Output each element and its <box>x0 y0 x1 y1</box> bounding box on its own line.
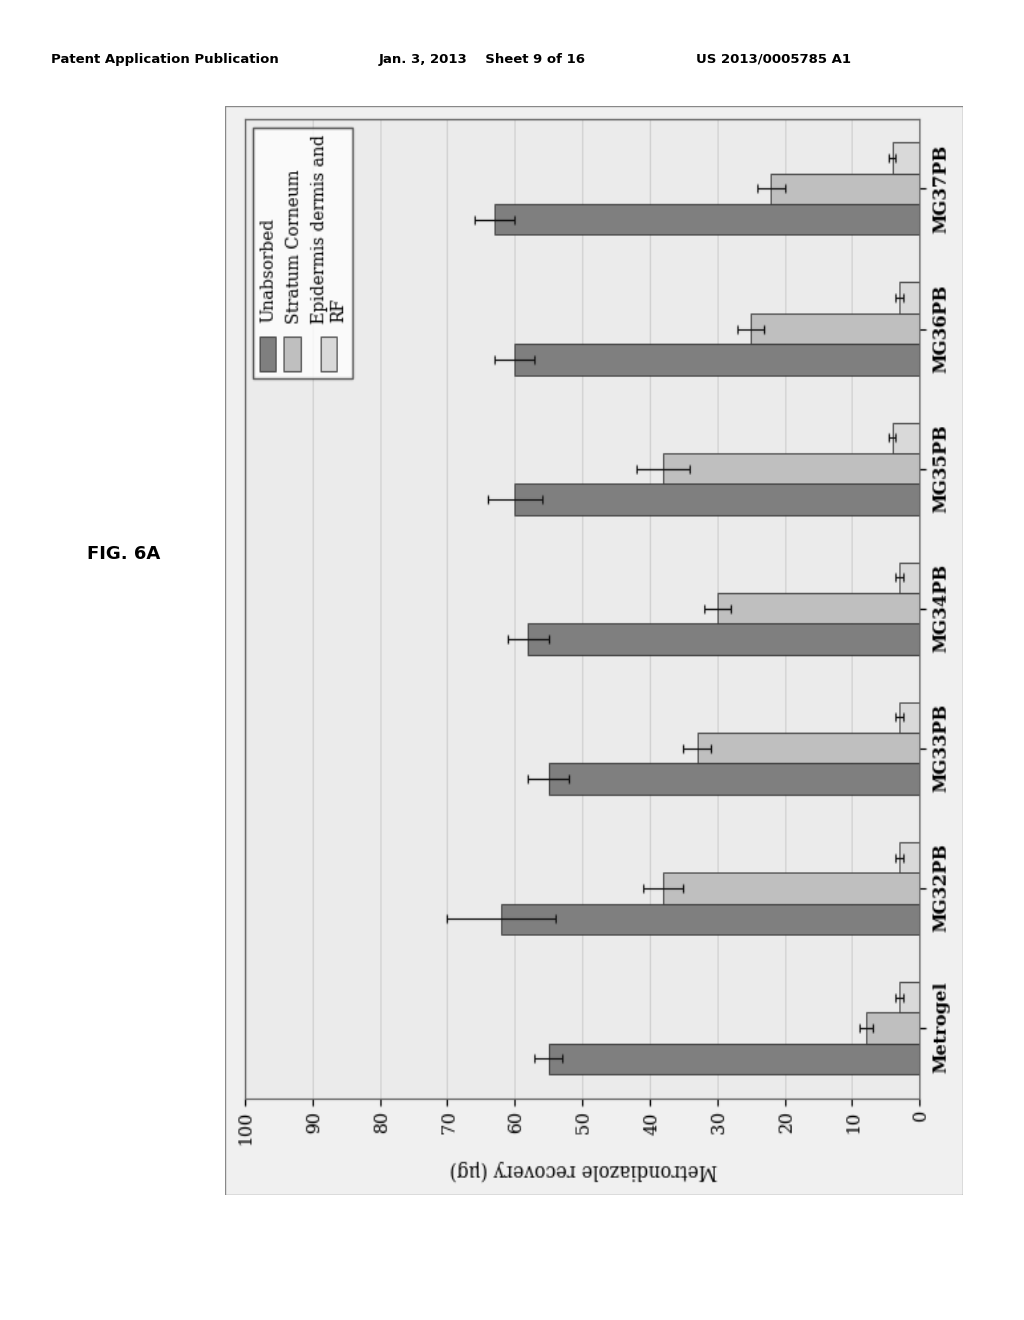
Text: Patent Application Publication: Patent Application Publication <box>51 53 279 66</box>
Text: Jan. 3, 2013    Sheet 9 of 16: Jan. 3, 2013 Sheet 9 of 16 <box>379 53 586 66</box>
Text: US 2013/0005785 A1: US 2013/0005785 A1 <box>696 53 851 66</box>
Text: FIG. 6A: FIG. 6A <box>87 545 161 564</box>
Bar <box>225 106 963 1195</box>
